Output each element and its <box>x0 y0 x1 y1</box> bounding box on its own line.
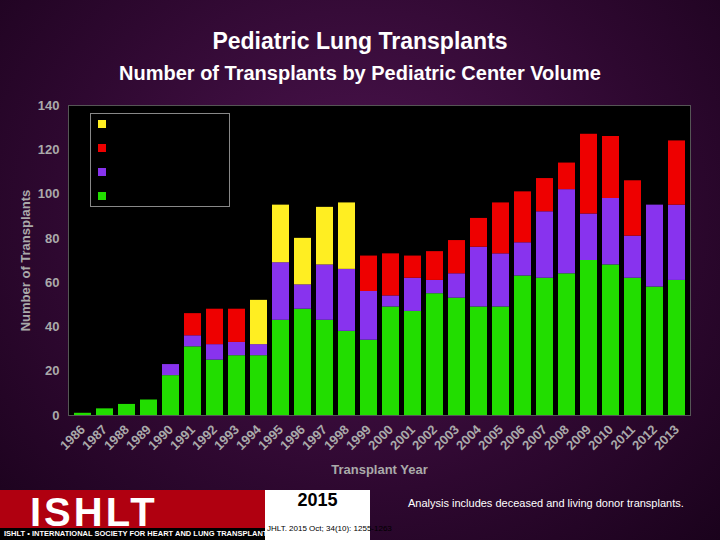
html-text:ISHLT: ISHLT <box>30 490 158 534</box>
svg-text:2000: 2000 <box>365 421 397 453</box>
svg-text:Transplant Year: Transplant Year <box>331 462 428 477</box>
svg-text:100: 100 <box>38 186 60 201</box>
svg-text:2011: 2011 <box>607 421 639 453</box>
svg-text:0: 0 <box>52 408 59 423</box>
svg-text:1986: 1986 <box>57 421 89 453</box>
svg-text:40: 40 <box>45 319 59 334</box>
svg-text:2012: 2012 <box>629 421 661 453</box>
svg-text:1989: 1989 <box>123 421 155 453</box>
svg-text:1992: 1992 <box>189 421 221 453</box>
svg-text:1988: 1988 <box>101 421 133 453</box>
svg-text:1987: 1987 <box>79 421 111 453</box>
svg-text:2003: 2003 <box>431 421 463 453</box>
svg-text:1990: 1990 <box>145 421 177 453</box>
html-text:ISHLT • INTERNATIONAL SOCIETY: ISHLT • INTERNATIONAL SOCIETY FOR HEART … <box>4 529 290 538</box>
svg-text:2004: 2004 <box>453 421 485 453</box>
html-text:2015: 2015 <box>297 490 338 510</box>
svg-text:2013: 2013 <box>651 422 682 453</box>
svg-text:140: 140 <box>38 98 60 113</box>
svg-text:2002: 2002 <box>409 421 441 453</box>
html-text:JHLT. 2015 Oct; 34(10): 1255-1: JHLT. 2015 Oct; 34(10): 1255-1263 <box>267 524 392 533</box>
html-text:Analysis includes deceased and: Analysis includes deceased and living do… <box>408 497 684 509</box>
html-text:Pediatric Lung Transplants: Pediatric Lung Transplants <box>212 28 508 54</box>
svg-text:1994: 1994 <box>233 421 265 453</box>
svg-text:2007: 2007 <box>519 421 551 453</box>
svg-text:120: 120 <box>38 142 60 157</box>
svg-text:1991: 1991 <box>167 421 199 453</box>
svg-text:20: 20 <box>45 363 59 378</box>
svg-text:1996: 1996 <box>277 421 309 453</box>
html-text:Number of Transplants by Pedia: Number of Transplants by Pediatric Cente… <box>119 62 601 84</box>
svg-text:Number of Transplants: Number of Transplants <box>18 190 33 332</box>
svg-text:1998: 1998 <box>321 421 353 453</box>
svg-text:1999: 1999 <box>343 421 375 453</box>
svg-text:2008: 2008 <box>541 421 573 453</box>
svg-text:80: 80 <box>45 231 59 246</box>
svg-text:2006: 2006 <box>497 421 529 453</box>
svg-text:2001: 2001 <box>387 421 419 453</box>
svg-text:1995: 1995 <box>255 421 287 453</box>
svg-text:2010: 2010 <box>585 421 617 453</box>
svg-text:60: 60 <box>45 275 59 290</box>
svg-text:1997: 1997 <box>299 421 331 453</box>
svg-text:1993: 1993 <box>211 421 243 453</box>
svg-text:2005: 2005 <box>475 421 507 453</box>
svg-text:2009: 2009 <box>563 421 595 453</box>
